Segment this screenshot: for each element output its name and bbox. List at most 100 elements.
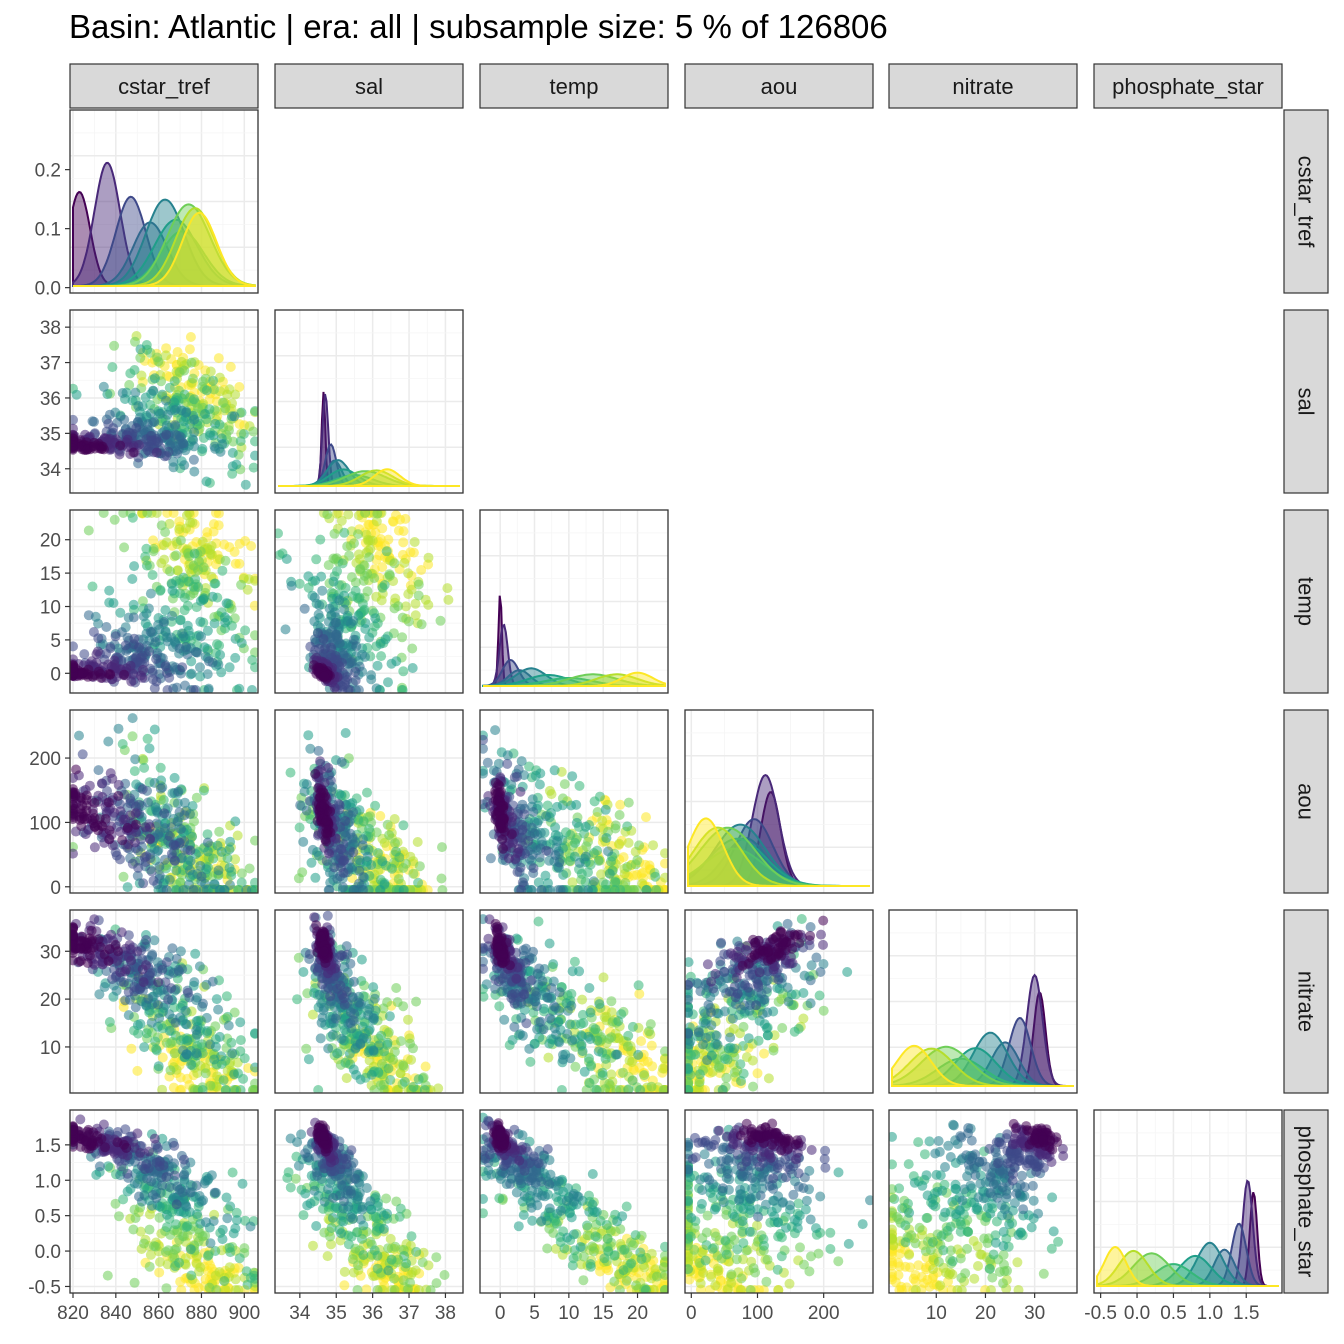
point-nitrate-vs-cstar_tref	[143, 993, 154, 1004]
point-sal-vs-cstar_tref	[128, 447, 139, 458]
point-nitrate-vs-temp	[615, 1085, 625, 1093]
point-nitrate-vs-temp	[509, 998, 520, 1009]
point-sal-vs-cstar_tref	[117, 388, 128, 398]
point-temp-vs-cstar_tref	[221, 598, 232, 609]
point-aou-vs-temp	[502, 758, 513, 769]
point-temp-vs-cstar_tref	[77, 667, 88, 678]
point-sal-vs-cstar_tref	[164, 382, 175, 393]
point-temp-vs-cstar_tref	[189, 548, 200, 559]
point-sal-vs-cstar_tref	[187, 373, 198, 384]
point-nitrate-vs-sal	[408, 1081, 419, 1092]
strip-top-label-cstar_tref: cstar_tref	[118, 74, 211, 99]
point-aou-vs-temp	[588, 848, 599, 858]
point-temp-vs-cstar_tref	[164, 518, 175, 529]
point-sal-vs-cstar_tref	[130, 387, 141, 398]
point-nitrate-vs-cstar_tref	[227, 1048, 238, 1059]
point-aou-vs-cstar_tref	[168, 840, 179, 851]
point-temp-vs-sal	[294, 578, 305, 589]
point-sal-vs-cstar_tref	[176, 405, 187, 416]
point-temp-vs-cstar_tref	[213, 510, 224, 519]
point-temp-vs-sal	[395, 514, 406, 525]
point-sal-vs-cstar_tref	[188, 435, 199, 445]
point-aou-vs-sal	[336, 844, 347, 855]
point-aou-vs-sal	[295, 800, 306, 811]
point-aou-vs-sal	[319, 799, 330, 810]
point-temp-vs-cstar_tref	[91, 649, 102, 660]
point-aou-vs-cstar_tref	[130, 808, 141, 819]
point-temp-vs-cstar_tref	[83, 525, 94, 536]
point-aou-vs-temp	[550, 850, 561, 861]
point-sal-vs-cstar_tref	[169, 397, 180, 408]
point-temp-vs-sal	[355, 563, 366, 574]
point-sal-vs-cstar_tref	[240, 479, 251, 490]
panel-nitrate-vs-cstar_tref	[69, 909, 259, 1094]
point-nitrate-vs-sal	[304, 949, 315, 960]
point-sal-vs-cstar_tref	[146, 430, 157, 441]
point-nitrate-vs-cstar_tref	[194, 961, 205, 972]
point-aou-vs-cstar_tref	[127, 731, 138, 742]
point-nitrate-vs-cstar_tref	[153, 977, 164, 988]
point-nitrate-vs-temp	[535, 1016, 546, 1027]
point-nitrate-vs-temp	[594, 999, 605, 1010]
point-temp-vs-sal	[367, 535, 378, 546]
point-nitrate-vs-cstar_tref	[116, 927, 127, 938]
point-temp-vs-cstar_tref	[196, 631, 206, 642]
point-temp-vs-cstar_tref	[79, 649, 90, 660]
point-aou-vs-sal	[324, 885, 335, 893]
point-nitrate-vs-sal	[307, 1009, 318, 1020]
point-sal-vs-cstar_tref	[168, 456, 179, 467]
point-nitrate-vs-sal	[345, 1007, 356, 1018]
point-nitrate-vs-cstar_tref	[126, 1043, 137, 1054]
point-sal-vs-cstar_tref	[208, 375, 219, 386]
strip-right-label-aou: aou	[1294, 783, 1319, 820]
point-temp-vs-cstar_tref	[209, 618, 220, 629]
point-aou-vs-sal	[325, 827, 336, 838]
point-aou-vs-cstar_tref	[149, 777, 160, 788]
point-nitrate-vs-cstar_tref	[123, 1010, 134, 1021]
point-temp-vs-cstar_tref	[180, 642, 191, 652]
point-aou-vs-temp	[554, 857, 565, 868]
point-temp-vs-sal	[423, 552, 434, 563]
point-temp-vs-cstar_tref	[109, 514, 120, 525]
point-nitrate-vs-sal	[341, 1073, 352, 1084]
point-temp-vs-sal	[360, 510, 371, 518]
point-aou-vs-sal	[340, 728, 351, 738]
point-sal-vs-cstar_tref	[144, 447, 155, 457]
point-aou-vs-cstar_tref	[158, 795, 169, 805]
point-temp-vs-cstar_tref	[214, 640, 225, 651]
point-nitrate-vs-temp	[509, 1021, 520, 1032]
point-temp-vs-cstar_tref	[178, 631, 189, 642]
point-nitrate-vs-sal	[317, 979, 328, 990]
point-sal-vs-cstar_tref	[108, 423, 119, 434]
point-temp-vs-sal	[377, 523, 388, 534]
point-nitrate-vs-cstar_tref	[175, 946, 186, 957]
point-sal-vs-cstar_tref	[145, 400, 156, 410]
point-aou-vs-temp	[580, 851, 591, 862]
point-aou-vs-sal	[366, 860, 377, 870]
point-aou-vs-temp	[555, 885, 566, 893]
point-nitrate-vs-temp	[493, 976, 504, 987]
point-nitrate-vs-cstar_tref	[235, 1035, 246, 1046]
point-temp-vs-cstar_tref	[156, 520, 167, 531]
point-aou-vs-temp	[614, 838, 625, 849]
point-aou-vs-temp	[509, 772, 520, 783]
point-temp-vs-cstar_tref	[195, 616, 206, 627]
point-nitrate-vs-cstar_tref	[201, 1012, 212, 1023]
point-sal-vs-cstar_tref	[227, 468, 238, 479]
point-sal-vs-cstar_tref	[188, 454, 199, 465]
point-aou-vs-temp	[498, 843, 508, 854]
point-nitrate-vs-sal	[364, 1055, 375, 1066]
point-sal-vs-cstar_tref	[184, 344, 195, 355]
point-sal-vs-cstar_tref	[234, 382, 245, 392]
point-temp-vs-cstar_tref	[204, 656, 214, 667]
point-aou-vs-cstar_tref	[144, 743, 155, 754]
point-aou-vs-cstar_tref	[155, 783, 166, 794]
point-aou-vs-temp	[517, 877, 528, 888]
point-temp-vs-sal	[339, 604, 350, 615]
point-nitrate-vs-cstar_tref	[198, 998, 208, 1009]
point-nitrate-vs-sal	[309, 912, 320, 923]
point-temp-vs-sal	[343, 510, 354, 520]
point-nitrate-vs-cstar_tref	[141, 935, 151, 945]
point-temp-vs-cstar_tref	[104, 597, 115, 608]
point-nitrate-vs-temp	[658, 1085, 668, 1093]
